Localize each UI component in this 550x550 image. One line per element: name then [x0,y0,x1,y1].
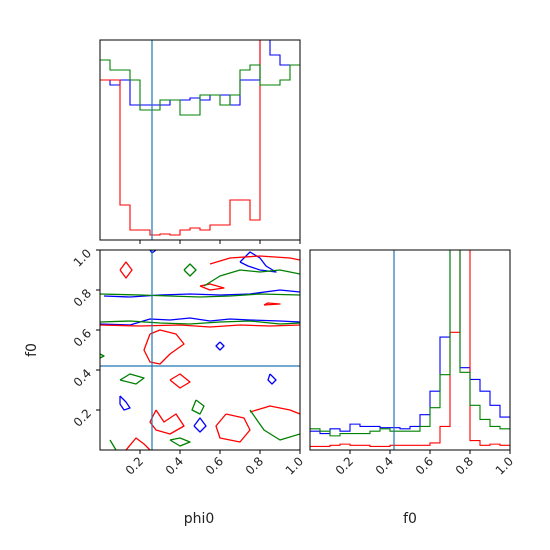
contour-xtick-label-2: 0.6 [203,454,226,477]
f0-histogram-series-group [310,250,510,448]
contour-series-1-path-9 [249,405,300,415]
contour-series-2-path-9 [100,353,105,359]
f0-histogram-panel: 0.2 0.4 0.6 0.8 1.0 [309,249,516,478]
contour-xtick-label-1: 0.4 [163,454,186,477]
contour-series-0-path-2 [239,251,277,273]
contour-series-1-path-7 [169,373,191,389]
f0-hist-xtick-label-0: 0.2 [333,454,356,477]
contour-ytick-label-2: 0.6 [71,326,94,349]
contour-series-2-path-2 [203,269,300,287]
contour-ytick-label-0: 0.2 [71,406,94,429]
x-axis-label-f0: f0 [403,511,417,527]
contour-series-2-path-0 [100,293,300,298]
contour-series-group [100,250,300,450]
contour-series-1-path-1 [119,261,133,279]
phi0-hist-series-2 [100,59,300,116]
contour-series-0-path-4 [193,417,207,433]
phi0-histogram-series-group [100,40,300,236]
contour-series-2-path-5 [191,399,205,415]
f0-hist-xtick-label-3: 0.8 [453,454,476,477]
contour-series-1-path-2 [143,329,185,365]
f0-hist-series-1 [310,250,510,448]
f0-hist-xtick-label-1: 0.4 [373,454,396,477]
contour-series-1-path-10 [263,302,281,306]
contour-series-0-path-0 [103,289,300,298]
contour-xtick-label-0: 0.2 [123,454,146,477]
contour-ytick-label-3: 0.8 [71,286,94,309]
y-axis-label-f0: f0 [24,343,40,357]
contour-series-1-path-0 [100,324,300,328]
contour-xtick-label-3: 0.8 [243,454,266,477]
contour-series-0-path-3 [119,395,131,411]
contour-series-2-path-7 [109,439,117,450]
f0-hist-series-0 [310,250,510,435]
contour-series-1-path-8 [125,437,151,450]
phi0-histogram-panel [99,39,301,244]
contour-series-1-path-4 [209,255,300,265]
contour-series-2-path-4 [119,373,145,385]
contour-series-1-path-5 [149,409,185,435]
phi0-f0-contour-panel: 0.2 0.4 0.6 0.8 1.0 0.2 0.4 0.6 0.8 1.0 [71,246,306,477]
contour-frame [99,249,301,451]
contour-ytick-label-4: 1.0 [71,246,94,269]
f0-hist-series-2 [310,250,510,437]
f0-hist-xtick-label-2: 0.6 [413,454,436,477]
contour-series-2-path-3 [183,263,197,277]
phi0-hist-series-0 [100,40,300,106]
contour-series-1-path-3 [199,283,225,291]
f0-hist-xtick-label-4: 1.0 [493,454,516,477]
contour-xtick-label-4: 1.0 [283,454,306,477]
contour-series-2-path-8 [169,437,191,447]
f0-histogram-frame [309,249,511,451]
contour-series-0-path-6 [215,341,225,351]
contour-series-1-path-6 [215,413,251,443]
contour-series-2-path-1 [100,320,300,325]
phi0-hist-series-1 [100,40,261,236]
contour-series-0-path-5 [267,373,277,385]
phi0-histogram-frame [99,39,301,241]
contour-ytick-label-1: 0.4 [71,366,94,389]
x-axis-label-phi0: phi0 [184,511,215,527]
contour-series-2-path-6 [249,409,300,441]
